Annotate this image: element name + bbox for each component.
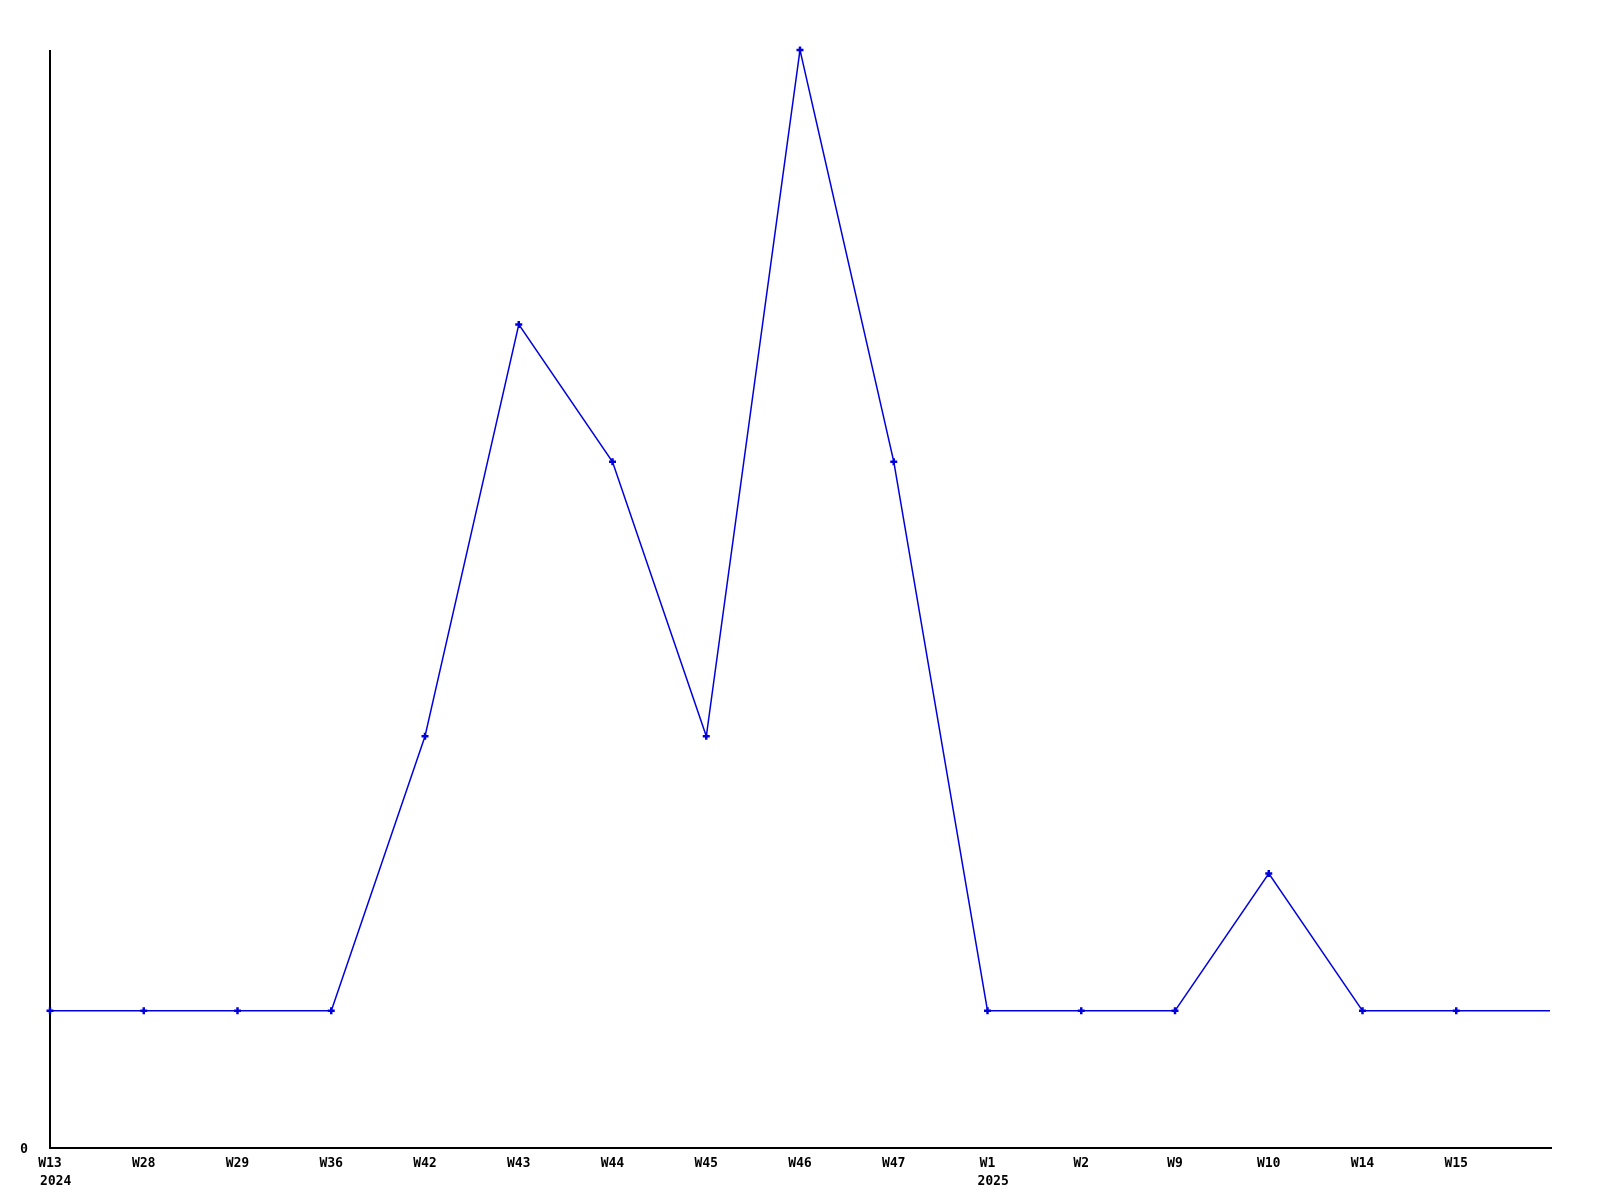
data-point-marker [984,1007,991,1015]
x-tick-label: W47 [882,1156,905,1171]
data-point-markers [46,46,1460,1015]
data-point-marker [796,46,804,54]
x-tick-label: W14 [1351,1156,1375,1171]
x-tick-label: W2 [1073,1156,1089,1171]
data-point-marker [609,458,616,466]
data-point-marker [140,1007,148,1015]
x-tick-label: W29 [226,1156,249,1171]
data-point-marker [515,321,523,328]
x-tick-label: W28 [132,1156,156,1171]
x-tick-label: W44 [601,1156,625,1171]
x-tick-label: W46 [788,1156,812,1171]
x-tick-label: W13 [38,1156,61,1171]
data-point-marker [327,1007,335,1015]
data-point-marker [1171,1007,1179,1015]
x-tick-label: W15 [1445,1156,1468,1171]
data-point-marker [1452,1007,1460,1015]
data-point-marker [1359,1007,1366,1015]
data-point-marker [1077,1007,1085,1015]
data-point-marker [1265,870,1273,877]
data-series-line [50,49,1550,1012]
y-axis-tick-label-zero: 0 [20,1142,28,1157]
x-tick-label: W42 [413,1156,436,1171]
data-point-marker [234,1007,241,1015]
data-point-marker [46,1007,54,1015]
x-axis-tick-labels: W13 2024 W28 W29 W36 W42 W43 W44 W45 W46 W47 W1 2025… [38,1156,1468,1189]
data-point-marker [421,732,429,740]
x-tick-year-label: 2025 [978,1174,1009,1189]
x-tick-label: W36 [320,1156,344,1171]
x-tick-label: W45 [695,1156,718,1171]
data-point-marker [890,458,898,466]
x-tick-label: W10 [1257,1156,1281,1171]
x-tick-label: W43 [507,1156,530,1171]
x-tick-label: W9 [1167,1156,1183,1171]
x-tick-label: W1 [980,1156,996,1171]
data-point-marker [702,732,710,740]
x-tick-year-label: 2024 [40,1174,71,1189]
